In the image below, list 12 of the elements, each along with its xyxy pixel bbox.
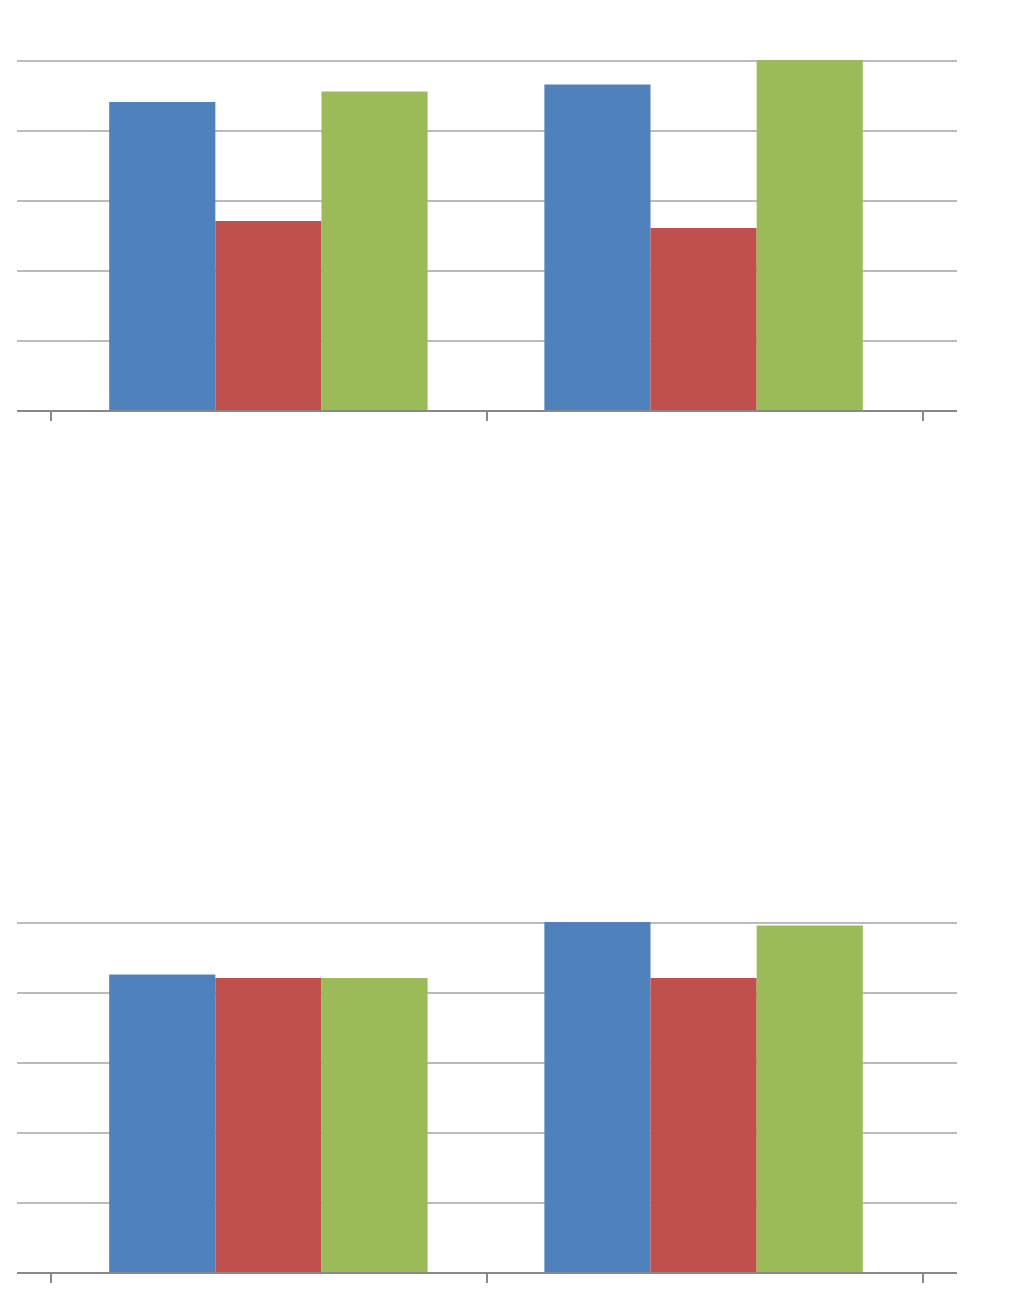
bar: [109, 974, 216, 1272]
bar: [650, 228, 757, 410]
bar: [321, 978, 428, 1272]
bar: [321, 91, 428, 410]
bar: [544, 84, 651, 410]
bar: [756, 925, 863, 1272]
bar: [109, 102, 216, 410]
bar: [650, 978, 757, 1272]
bar: [215, 221, 322, 410]
bar: [756, 60, 863, 410]
bar: [215, 978, 322, 1272]
bar: [544, 922, 651, 1272]
